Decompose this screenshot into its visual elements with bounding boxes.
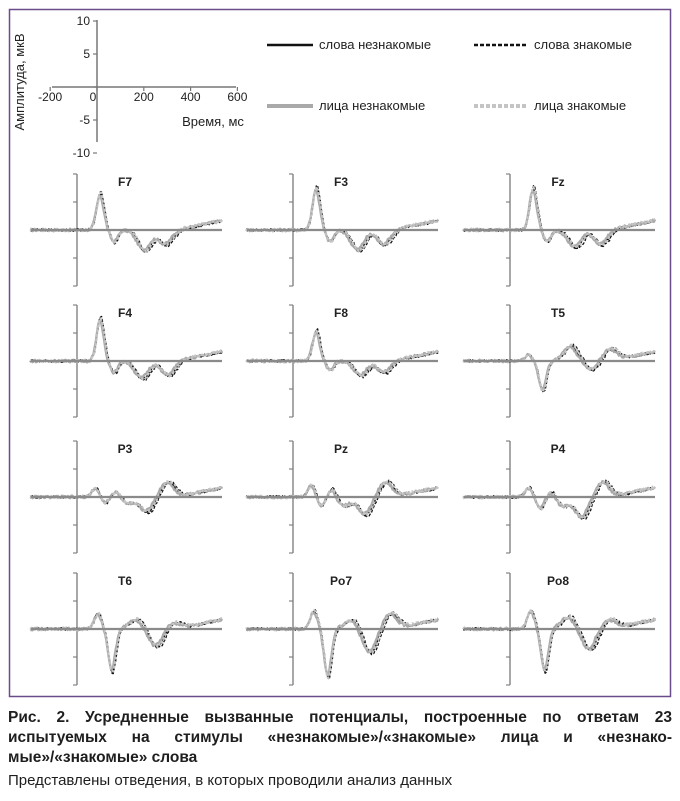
legend-label-slova-znakomye: слова знакомые bbox=[534, 37, 632, 52]
panel-series-line bbox=[463, 343, 656, 393]
panel-po7: Po7 bbox=[245, 572, 440, 686]
panel-series-line bbox=[245, 189, 440, 251]
panel-series-line bbox=[462, 480, 656, 520]
panel-series-line bbox=[245, 328, 439, 379]
panel-fz: Fz bbox=[462, 173, 657, 287]
legend: слова незнакомые слова знакомые лица нез… bbox=[267, 37, 632, 113]
panel-series-line bbox=[463, 480, 656, 519]
panel-series-line bbox=[463, 186, 656, 249]
panel-series-line bbox=[30, 194, 223, 253]
panel-series-line bbox=[245, 612, 440, 677]
legend-label-lica-znakomye: лица знакомые bbox=[534, 98, 626, 113]
panel-label: Po7 bbox=[330, 574, 352, 588]
panel-series-line bbox=[245, 480, 439, 517]
panel-series-line bbox=[462, 610, 656, 673]
panel-f3: F3 bbox=[245, 173, 440, 287]
panel-series-line bbox=[30, 194, 223, 252]
key-ytick-label: -5 bbox=[79, 113, 90, 127]
panel-label: T5 bbox=[551, 306, 565, 320]
panel-series-line bbox=[462, 184, 656, 250]
panel-label: Pz bbox=[334, 442, 348, 456]
panel-label: P4 bbox=[551, 442, 566, 456]
panel-label: F8 bbox=[334, 306, 348, 320]
panel-label: F4 bbox=[118, 306, 132, 320]
panel-series-line bbox=[30, 319, 224, 379]
panel-f7: F7 bbox=[29, 173, 223, 287]
key-xtick-label: -200 bbox=[38, 90, 62, 104]
axes-key: Амплитуда, мкВ Время, мс 10 5 -5 -10 -200 0 2… bbox=[12, 14, 248, 160]
panel-series-line bbox=[245, 610, 439, 678]
panel-series-line bbox=[29, 315, 223, 381]
panel-series-line bbox=[245, 184, 439, 254]
panel-label: T6 bbox=[118, 574, 132, 588]
panel-series-line bbox=[462, 610, 657, 671]
key-ytick-label: -10 bbox=[73, 146, 91, 160]
figure-border bbox=[8, 8, 672, 698]
panel-series-line bbox=[29, 317, 223, 380]
panel-po8: Po8 bbox=[462, 572, 657, 686]
panel-series-line bbox=[29, 191, 223, 253]
panel-t5: T5 bbox=[462, 304, 656, 418]
panel-series-line bbox=[462, 190, 657, 248]
panel-f8: F8 bbox=[245, 304, 439, 418]
panel-series-line bbox=[245, 329, 439, 377]
key-ytick-label: 10 bbox=[77, 14, 91, 28]
key-xtick-label: 600 bbox=[227, 90, 247, 104]
panel-p4: P4 bbox=[462, 440, 656, 554]
figure-caption-title: Рис. 2. Усредненные вызванные потенциалы… bbox=[8, 709, 672, 766]
legend-label-slova-neznakomye: слова незнакомые bbox=[319, 37, 431, 52]
key-ylabel: Амплитуда, мкВ bbox=[12, 34, 27, 131]
legend-label-lica-neznakomye: лица незнакомые bbox=[319, 98, 425, 113]
panel-series-line bbox=[29, 190, 223, 253]
panel-series-line bbox=[245, 188, 439, 252]
panel-series-line bbox=[245, 608, 439, 680]
panel-series-line bbox=[462, 345, 656, 392]
key-xlabel: Время, мс bbox=[182, 114, 244, 129]
key-xtick-label: 400 bbox=[181, 90, 201, 104]
panel-series-line bbox=[462, 480, 656, 519]
panel-series-line bbox=[463, 479, 656, 520]
erp-panels: F7 F3 Fz F4 F8 T5 P3 Pz P4 T6 Po7 Po8 bbox=[29, 173, 657, 686]
panel-t6: T6 bbox=[29, 572, 224, 686]
panel-f4: F4 bbox=[29, 304, 224, 418]
panel-series-line bbox=[29, 317, 223, 381]
panel-label: P3 bbox=[118, 442, 133, 456]
panel-label: F7 bbox=[118, 175, 132, 189]
panel-series-line bbox=[245, 481, 439, 516]
panel-label: F3 bbox=[334, 175, 348, 189]
panel-series-line bbox=[245, 329, 439, 378]
panel-series-line bbox=[245, 330, 439, 377]
key-xtick-label: 0 bbox=[90, 90, 97, 104]
panel-p3: P3 bbox=[29, 440, 223, 554]
panel-series-line bbox=[462, 188, 656, 249]
panel-label: Fz bbox=[551, 175, 564, 189]
panel-series-line bbox=[463, 609, 656, 674]
panel-label: Po8 bbox=[547, 574, 569, 588]
key-ytick-label: 5 bbox=[83, 47, 90, 61]
panel-series-line bbox=[245, 185, 439, 253]
panel-series-line bbox=[30, 613, 223, 673]
panel-series-line bbox=[29, 612, 224, 671]
panel-series-line bbox=[462, 344, 656, 392]
figure-caption-note: Представлены отведения, в которых провод… bbox=[8, 772, 453, 789]
panel-series-line bbox=[463, 608, 656, 672]
panel-series-line bbox=[462, 343, 656, 393]
panel-pz: Pz bbox=[245, 440, 439, 554]
panel-series-line bbox=[245, 609, 439, 680]
key-xtick-label: 200 bbox=[134, 90, 154, 104]
panel-series-line bbox=[29, 612, 223, 673]
